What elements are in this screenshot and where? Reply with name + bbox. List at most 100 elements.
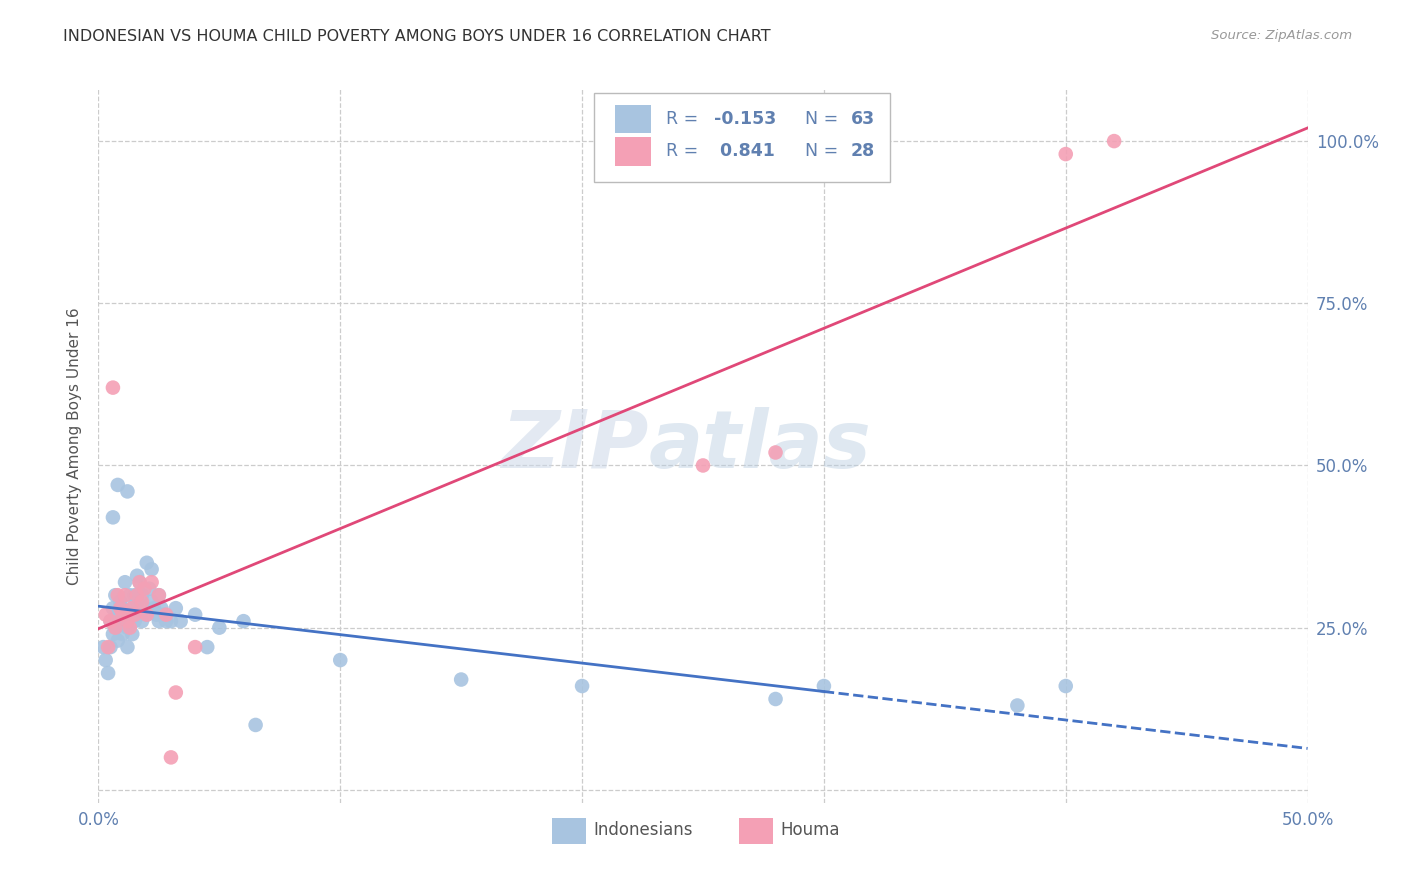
Point <box>101 627 124 641</box>
Point <box>124 614 146 628</box>
FancyBboxPatch shape <box>614 105 651 134</box>
Point <box>100 614 122 628</box>
Point <box>128 607 150 622</box>
Point <box>108 614 131 628</box>
Point <box>148 588 170 602</box>
Text: Indonesians: Indonesians <box>593 821 693 838</box>
FancyBboxPatch shape <box>551 819 586 844</box>
Point <box>245 718 267 732</box>
Point <box>141 562 163 576</box>
Point <box>184 640 207 654</box>
Point <box>571 679 593 693</box>
Text: N =: N = <box>804 143 844 161</box>
Text: 0.841: 0.841 <box>714 143 775 161</box>
Point <box>160 614 183 628</box>
Point <box>111 614 134 628</box>
Text: N =: N = <box>804 111 844 128</box>
Point <box>118 621 141 635</box>
FancyBboxPatch shape <box>595 93 890 182</box>
Text: Source: ZipAtlas.com: Source: ZipAtlas.com <box>1212 29 1353 42</box>
Point <box>127 595 149 609</box>
Text: R =: R = <box>665 111 703 128</box>
Point <box>94 607 117 622</box>
Point <box>118 588 141 602</box>
Point <box>111 627 134 641</box>
Point <box>145 607 167 622</box>
Point <box>131 595 153 609</box>
Text: Houma: Houma <box>780 821 839 838</box>
Point <box>107 633 129 648</box>
Point <box>148 614 170 628</box>
Point <box>94 653 117 667</box>
Point <box>97 640 120 654</box>
Point <box>114 575 136 590</box>
Text: ZIP: ZIP <box>501 407 648 485</box>
Point <box>1007 698 1029 713</box>
Point <box>108 595 131 609</box>
Y-axis label: Child Poverty Among Boys Under 16: Child Poverty Among Boys Under 16 <box>67 307 83 585</box>
Point <box>107 478 129 492</box>
Point <box>135 607 157 622</box>
Point <box>765 445 787 459</box>
Point <box>114 607 136 622</box>
Point <box>101 601 124 615</box>
Point <box>124 607 146 622</box>
Point <box>121 627 143 641</box>
Point <box>107 607 129 622</box>
Point <box>143 601 166 615</box>
Point <box>148 588 170 602</box>
Point <box>232 614 254 628</box>
Point <box>135 607 157 622</box>
Point <box>108 601 131 615</box>
Point <box>117 621 139 635</box>
Point <box>121 601 143 615</box>
Point <box>101 381 124 395</box>
Point <box>100 614 122 628</box>
Point <box>111 607 134 622</box>
Point <box>1102 134 1125 148</box>
Point <box>155 614 177 628</box>
Point <box>169 614 191 628</box>
Point <box>138 582 160 596</box>
Point <box>111 601 134 615</box>
Point <box>135 556 157 570</box>
Point <box>128 575 150 590</box>
Point <box>127 568 149 582</box>
Text: 28: 28 <box>851 143 875 161</box>
Point <box>127 588 149 602</box>
Point <box>91 640 114 654</box>
Text: R =: R = <box>665 143 703 161</box>
Point <box>104 621 127 635</box>
Point <box>124 588 146 602</box>
Point <box>1054 679 1077 693</box>
FancyBboxPatch shape <box>614 137 651 166</box>
Text: atlas: atlas <box>648 407 872 485</box>
Point <box>131 588 153 602</box>
Point <box>165 685 187 699</box>
Point <box>1054 147 1077 161</box>
Point <box>134 601 156 615</box>
Point <box>118 607 141 622</box>
Point <box>813 679 835 693</box>
Point <box>155 607 177 622</box>
Point <box>141 575 163 590</box>
Text: 63: 63 <box>851 111 875 128</box>
Text: INDONESIAN VS HOUMA CHILD POVERTY AMONG BOYS UNDER 16 CORRELATION CHART: INDONESIAN VS HOUMA CHILD POVERTY AMONG … <box>63 29 770 44</box>
Point <box>165 601 187 615</box>
FancyBboxPatch shape <box>740 819 773 844</box>
Point <box>141 595 163 609</box>
Point <box>329 653 352 667</box>
Text: -0.153: -0.153 <box>714 111 776 128</box>
Point <box>101 510 124 524</box>
Point <box>152 607 174 622</box>
Point <box>184 607 207 622</box>
Point <box>107 588 129 602</box>
Point <box>117 614 139 628</box>
Point <box>104 588 127 602</box>
Point <box>450 673 472 687</box>
Point <box>195 640 218 654</box>
Point <box>765 692 787 706</box>
Point <box>117 640 139 654</box>
Point <box>100 640 122 654</box>
Point <box>104 621 127 635</box>
